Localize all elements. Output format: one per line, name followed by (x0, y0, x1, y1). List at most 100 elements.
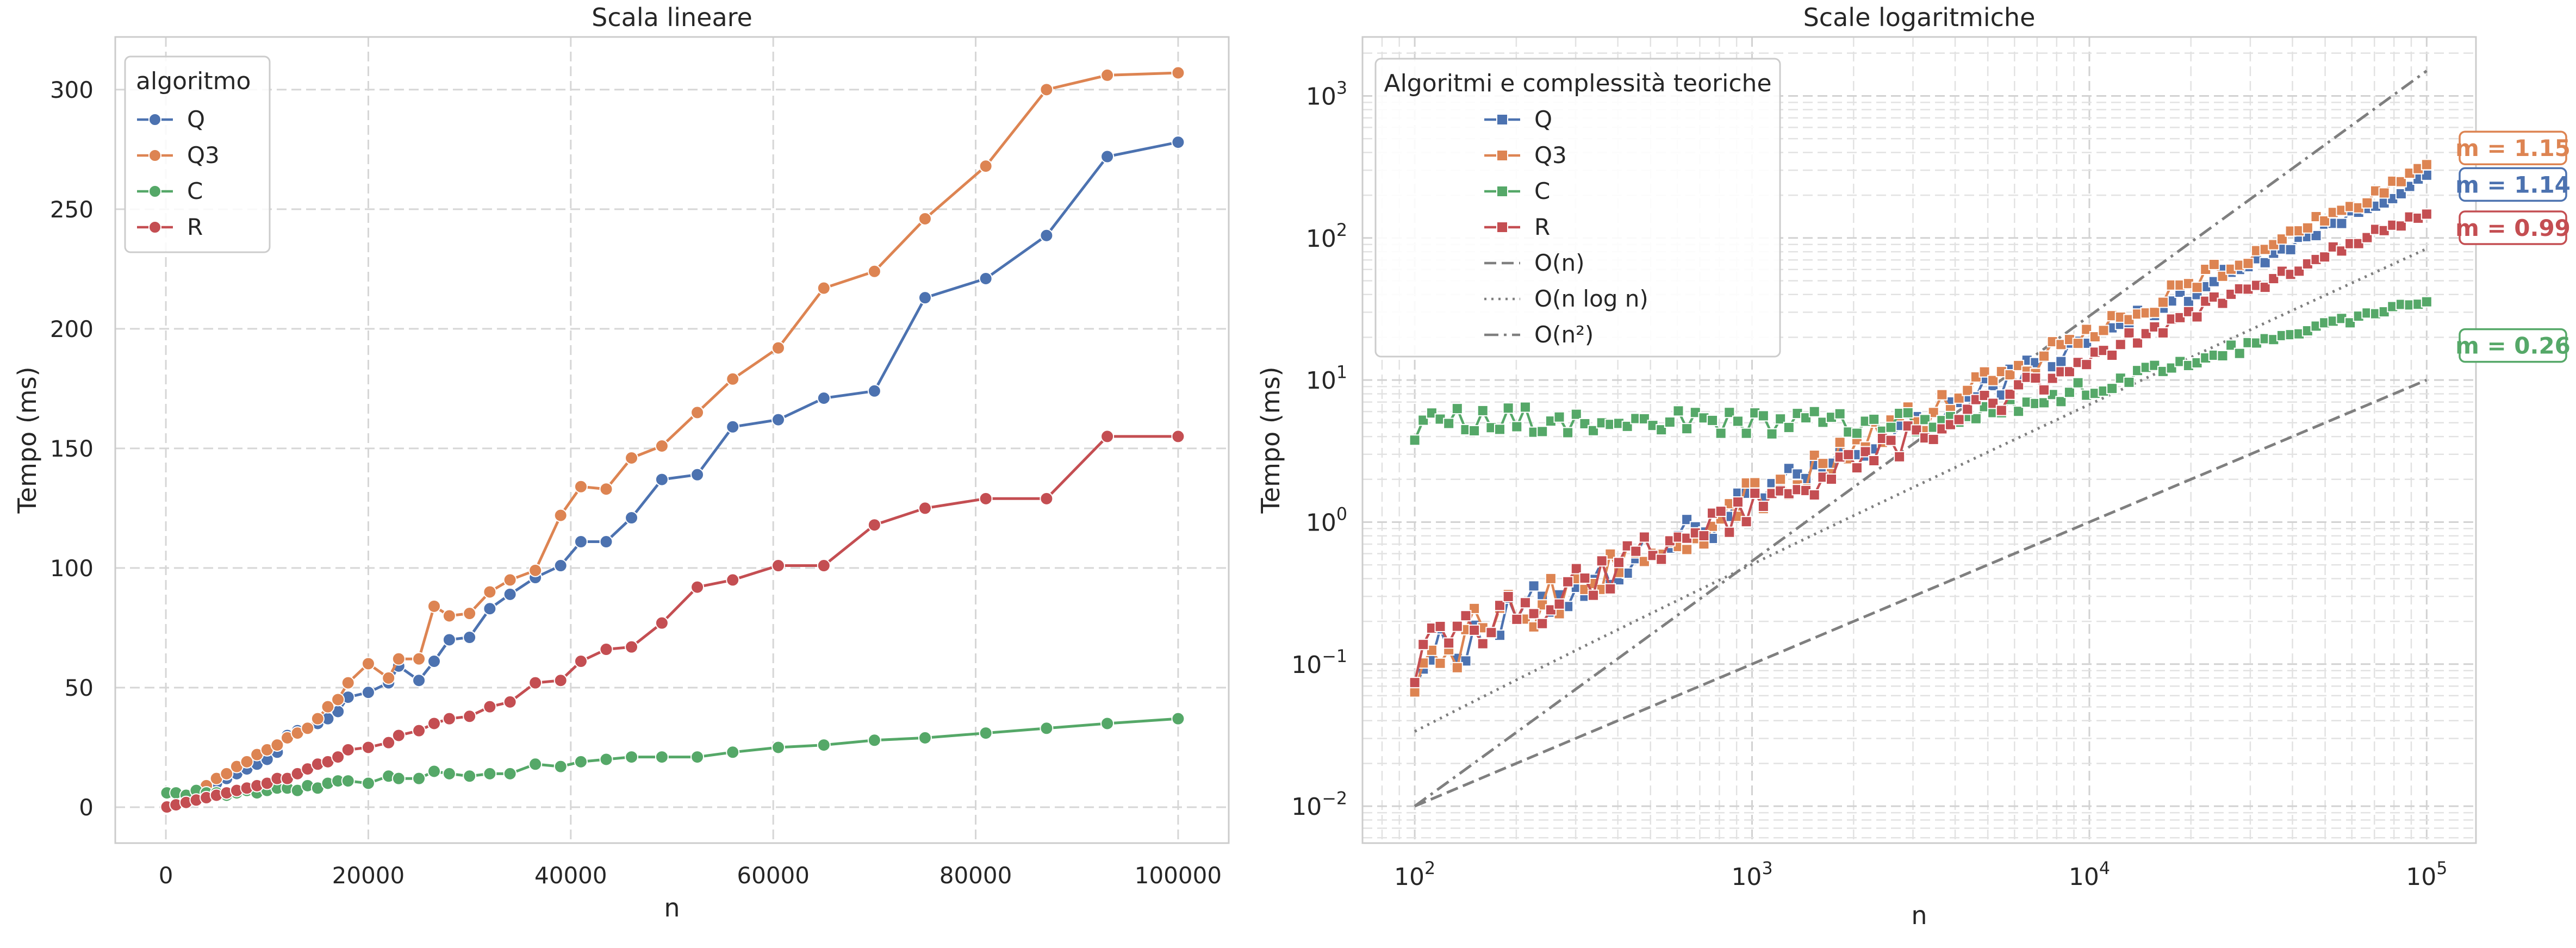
data-point (1536, 618, 1548, 629)
slope-annotation: m = 1.15 (2455, 130, 2571, 165)
data-point (1171, 712, 1185, 726)
x-tick-label-base: 10 (1394, 863, 1424, 891)
data-point (1502, 590, 1514, 602)
data-point (1434, 620, 1446, 632)
data-point (1987, 397, 1999, 409)
data-point (1757, 410, 1769, 422)
data-point (382, 671, 396, 685)
y-tick-label: 100 (50, 555, 94, 582)
plot-frame (1361, 36, 2477, 844)
y-tick-label-exp: −2 (1322, 789, 1347, 808)
annotation-box (2459, 328, 2567, 363)
data-point (1800, 412, 1812, 424)
data-point (310, 712, 325, 726)
data-point (553, 673, 568, 688)
data-point (1553, 598, 1565, 610)
legend-entry-ref-dashed-label: O(n) (1534, 250, 1584, 276)
legend-box (124, 55, 271, 253)
y-tick-label: 10−1 (1291, 647, 1347, 679)
annotation-label: m = 1.14 (2455, 171, 2571, 198)
data-point (1409, 686, 1421, 698)
data-point (528, 563, 543, 577)
data-point (2361, 232, 2373, 244)
data-point (2336, 245, 2348, 257)
data-point (321, 700, 335, 714)
data-point (361, 657, 375, 671)
legend-entry-r-label: R (1534, 214, 1550, 240)
data-point (341, 743, 355, 757)
data-point (483, 602, 497, 616)
data-point (1451, 403, 1463, 415)
legend-entry-r-label: R (187, 214, 203, 240)
data-point (1732, 496, 1744, 508)
data-point (655, 439, 669, 453)
data-point (1588, 425, 1600, 436)
data-point (979, 271, 993, 285)
y-tick-label: 102 (1306, 221, 1347, 253)
x-tick-label: 102 (1394, 859, 1435, 891)
data-point (1851, 462, 1863, 474)
x-tick-label-exp: 5 (2436, 859, 2447, 878)
data-point (2378, 187, 2390, 199)
chart-title: Scala lineare (592, 3, 752, 32)
data-point (1562, 576, 1574, 588)
series-r (160, 429, 1185, 814)
data-point (1477, 404, 1489, 416)
y-tick-label-base: 10 (1306, 367, 1336, 395)
legend-title: Algoritmi e complessità teoriche (1384, 70, 1771, 97)
data-point (1757, 501, 1769, 513)
data-point (1681, 544, 1693, 556)
data-point (2072, 377, 2084, 389)
data-point (1469, 425, 1480, 436)
y-tick-label: 103 (1306, 79, 1347, 111)
data-point (771, 413, 785, 427)
data-point (817, 281, 831, 295)
data-point (1978, 389, 1990, 401)
annotation-label: m = 1.15 (2455, 135, 2571, 161)
data-point (2114, 339, 2126, 351)
data-point (220, 766, 234, 781)
data-point (2395, 220, 2407, 232)
reference-path (1414, 378, 2428, 808)
data-point (1100, 716, 1115, 731)
data-point (382, 735, 396, 750)
data-point (2191, 311, 2203, 323)
data-point (1656, 553, 1667, 565)
data-point (412, 724, 426, 738)
data-point (1962, 384, 1974, 396)
y-tick-label-base: 10 (1306, 225, 1336, 253)
data-point (2276, 233, 2288, 245)
data-point (1843, 448, 1855, 460)
data-point (270, 738, 284, 752)
data-point (726, 372, 740, 386)
data-point (2217, 270, 2229, 282)
data-point (655, 750, 669, 764)
data-point (1885, 421, 1897, 433)
x-tick-label: 40000 (534, 862, 607, 889)
data-point (463, 631, 477, 645)
data-point (2038, 397, 2050, 409)
data-point (2319, 215, 2331, 227)
data-point (553, 759, 568, 774)
data-point (1570, 563, 1582, 575)
linear-scale-chart: 0 20000 40000 60000 80000 100000 0 50 100 150 200 2… (13, 3, 1230, 922)
data-point (1460, 655, 1472, 667)
data-point (2174, 311, 2186, 323)
data-point (574, 535, 588, 549)
y-tick-label: 100 (1306, 505, 1347, 537)
data-point (867, 384, 881, 398)
data-point (2063, 386, 2075, 398)
data-point (1927, 407, 1939, 419)
legend-entry-c-label: C (187, 178, 203, 204)
data-point (2301, 222, 2313, 234)
data-point (2191, 282, 2203, 294)
slope-annotation: m = 0.26 (2455, 328, 2571, 363)
y-axis-label: Tempo (ms) (1256, 366, 1285, 514)
data-point (361, 776, 375, 790)
data-point (442, 712, 456, 726)
data-point (1426, 407, 1438, 419)
data-point (2268, 273, 2280, 285)
data-point (1902, 407, 1914, 419)
data-point (427, 654, 441, 669)
data-point (1672, 405, 1684, 417)
